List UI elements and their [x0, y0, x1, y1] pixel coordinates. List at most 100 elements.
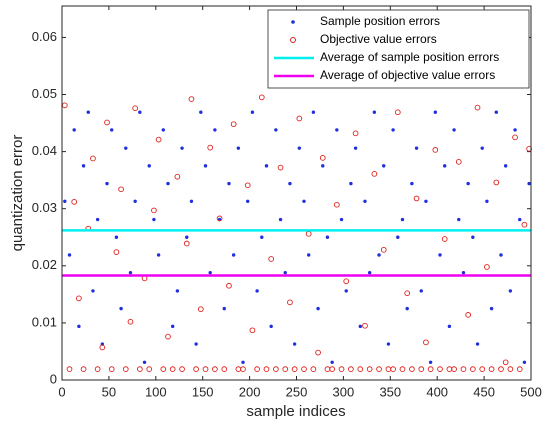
point [287, 299, 293, 306]
point [366, 366, 373, 373]
point [460, 366, 467, 373]
point [142, 360, 147, 364]
point [273, 366, 279, 373]
point [325, 235, 330, 239]
point [461, 270, 466, 275]
point [438, 253, 442, 257]
point [380, 246, 387, 253]
point [133, 199, 137, 203]
point [199, 110, 203, 114]
point [357, 366, 364, 373]
point [475, 342, 480, 346]
point [169, 366, 176, 373]
point [63, 199, 67, 203]
point [114, 235, 119, 239]
x-tick-label: 500 [520, 384, 542, 399]
point [67, 253, 72, 257]
legend-label: Average of objective value errors [320, 68, 495, 82]
point [175, 289, 180, 293]
point [419, 289, 423, 293]
point [494, 110, 498, 114]
point [160, 366, 167, 373]
point [226, 282, 232, 289]
point [151, 207, 157, 214]
point [127, 318, 134, 325]
point [296, 115, 303, 122]
point [254, 366, 260, 373]
point [202, 366, 209, 373]
point [166, 181, 170, 186]
point [424, 199, 428, 203]
point [230, 121, 237, 128]
point [170, 324, 175, 329]
x-tick-label: 400 [426, 384, 448, 399]
point [489, 306, 494, 311]
point [330, 360, 334, 364]
point [441, 236, 448, 242]
point [363, 199, 367, 203]
x-tick-label: 450 [473, 384, 495, 399]
point [526, 145, 532, 152]
x-tick-label: 300 [333, 384, 355, 399]
point [241, 360, 245, 364]
point [119, 306, 123, 311]
point [212, 366, 218, 373]
point [283, 270, 287, 275]
point [485, 199, 489, 203]
point [72, 128, 76, 132]
point [390, 366, 396, 373]
point [179, 366, 185, 373]
point [344, 289, 348, 293]
point [447, 324, 452, 329]
point [466, 181, 470, 186]
point [400, 217, 405, 222]
point [99, 344, 106, 351]
point [382, 164, 386, 168]
y-tick-label: 0.05 [32, 86, 57, 101]
y-tick-label: 0.03 [32, 200, 57, 215]
point [147, 164, 151, 168]
point [236, 146, 241, 150]
point [338, 366, 345, 373]
point [409, 366, 415, 373]
point [292, 342, 297, 346]
point [513, 128, 517, 132]
point [310, 366, 317, 373]
point [183, 240, 190, 247]
point [452, 128, 456, 132]
y-axis-label: quantization error [9, 135, 26, 252]
y-tick-label: 0 [50, 371, 57, 386]
point [282, 366, 289, 373]
point [316, 306, 320, 311]
point [352, 130, 359, 137]
point [353, 146, 358, 150]
point [95, 217, 100, 222]
point [91, 289, 95, 293]
point [81, 164, 86, 168]
point [122, 366, 129, 373]
point [443, 164, 447, 168]
point [329, 366, 335, 373]
point [277, 164, 284, 171]
point [258, 94, 265, 101]
point [302, 199, 306, 203]
point [321, 164, 325, 168]
point [156, 253, 161, 257]
point [288, 181, 292, 186]
point [371, 171, 378, 177]
point [213, 128, 217, 132]
point [194, 342, 198, 346]
point [414, 146, 419, 150]
point [418, 366, 425, 373]
point [508, 289, 513, 293]
point [146, 366, 153, 373]
point [161, 128, 166, 132]
point [437, 366, 443, 373]
point [278, 217, 283, 222]
point [222, 306, 226, 311]
point [216, 215, 223, 222]
point [399, 366, 406, 373]
x-tick-label: 350 [379, 384, 401, 399]
point [193, 366, 199, 373]
point [349, 181, 353, 186]
